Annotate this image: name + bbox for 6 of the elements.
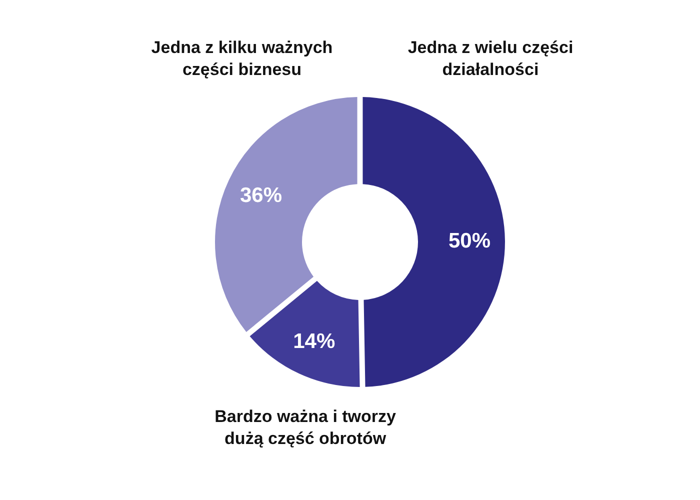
data-label: 50%: [448, 230, 491, 253]
slice-label: Jedna z wielu części działalności: [408, 38, 574, 79]
slice-label: Jedna z kilku ważnych części biznesu: [151, 38, 333, 79]
slice-label: Bardzo ważna i tworzy dużą część obrotów: [214, 407, 397, 448]
data-label: 14%: [293, 330, 336, 353]
data-label: 36%: [240, 184, 282, 207]
